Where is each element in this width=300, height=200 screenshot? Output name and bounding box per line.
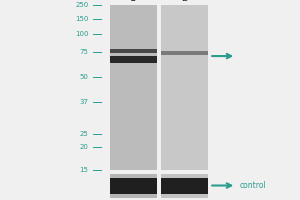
Text: 50: 50 bbox=[80, 74, 88, 80]
Bar bbox=[110, 178, 157, 194]
Text: 2: 2 bbox=[182, 0, 188, 3]
Text: 37: 37 bbox=[80, 99, 88, 105]
Bar bbox=[110, 49, 157, 53]
Bar bbox=[161, 174, 208, 198]
Bar bbox=[110, 174, 157, 198]
Bar bbox=[110, 5, 157, 170]
Text: 25: 25 bbox=[80, 131, 88, 137]
Text: control: control bbox=[239, 181, 266, 190]
Bar bbox=[110, 56, 157, 63]
Text: 15: 15 bbox=[80, 167, 88, 173]
Text: 20: 20 bbox=[80, 144, 88, 150]
Text: 250: 250 bbox=[75, 2, 88, 8]
Text: 75: 75 bbox=[80, 49, 88, 55]
Bar bbox=[161, 178, 208, 194]
Text: 100: 100 bbox=[75, 31, 88, 37]
Bar bbox=[161, 51, 208, 55]
Text: 150: 150 bbox=[75, 16, 88, 22]
Bar bbox=[161, 5, 208, 170]
Text: 1: 1 bbox=[130, 0, 136, 3]
